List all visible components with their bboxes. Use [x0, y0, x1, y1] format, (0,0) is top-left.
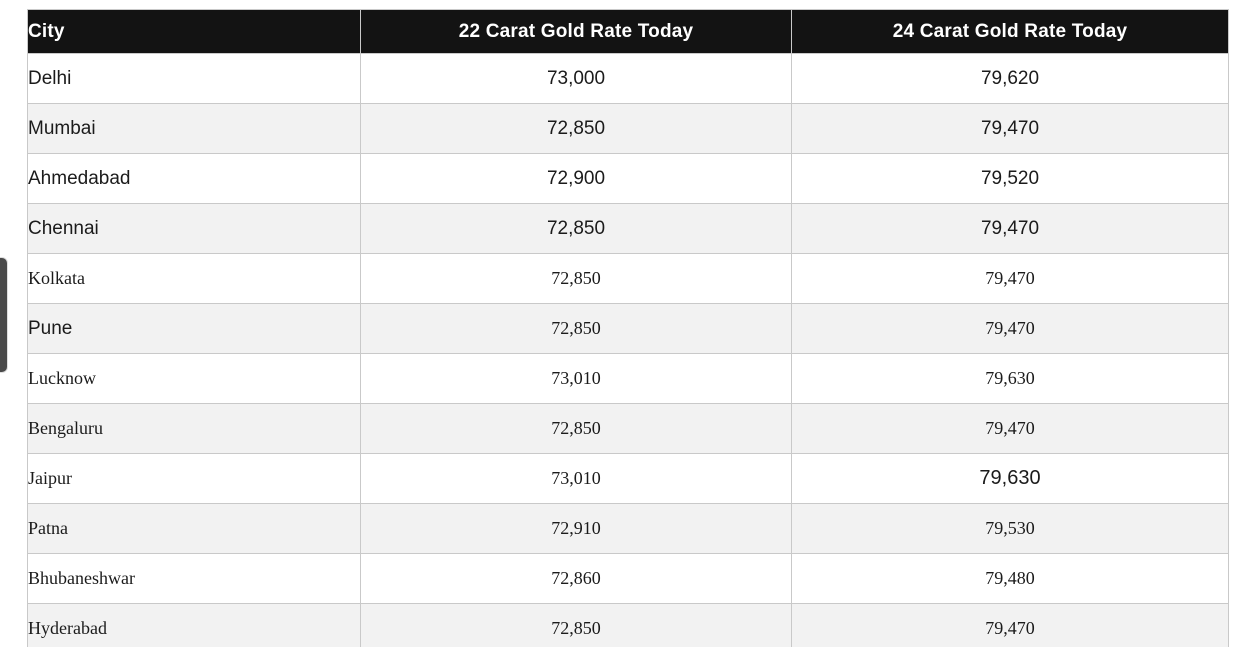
city-cell: Mumbai: [27, 103, 361, 154]
column-header-22-carat: 22 Carat Gold Rate Today: [360, 9, 792, 54]
city-cell: Pune: [27, 303, 361, 354]
city-cell: Bengaluru: [27, 403, 361, 454]
table-row: Pune 72,850 79,470: [27, 303, 1229, 354]
city-cell: Ahmedabad: [27, 153, 361, 204]
rate-22-cell: 73,010: [360, 353, 792, 404]
table-row: Hyderabad 72,850 79,470: [27, 603, 1229, 647]
column-header-24-carat: 24 Carat Gold Rate Today: [791, 9, 1229, 54]
city-cell: Lucknow: [27, 353, 361, 404]
rate-24-cell: 79,470: [791, 603, 1229, 647]
rate-24-cell: 79,470: [791, 403, 1229, 454]
rate-24-cell: 79,470: [791, 103, 1229, 154]
city-cell: Patna: [27, 503, 361, 554]
rate-24-cell: 79,530: [791, 503, 1229, 554]
city-cell: Kolkata: [27, 253, 361, 304]
rate-22-cell: 73,010: [360, 453, 792, 504]
city-cell: Hyderabad: [27, 603, 361, 647]
city-cell: Delhi: [27, 53, 361, 104]
rate-22-cell: 72,850: [360, 253, 792, 304]
rate-22-cell: 72,850: [360, 403, 792, 454]
gold-rate-table: City 22 Carat Gold Rate Today 24 Carat G…: [27, 9, 1229, 647]
table-row: Kolkata 72,850 79,470: [27, 253, 1229, 304]
table-row: Patna 72,910 79,530: [27, 503, 1229, 554]
table-row: Ahmedabad 72,900 79,520: [27, 153, 1229, 204]
rate-24-cell: 79,480: [791, 553, 1229, 604]
rate-24-cell: 79,630: [791, 453, 1229, 504]
rate-22-cell: 72,850: [360, 303, 792, 354]
rate-24-cell: 79,520: [791, 153, 1229, 204]
table-row: Delhi 73,000 79,620: [27, 53, 1229, 104]
rate-24-cell: 79,470: [791, 203, 1229, 254]
city-cell: Jaipur: [27, 453, 361, 504]
scrollbar-thumb[interactable]: [0, 258, 7, 372]
rate-22-cell: 72,910: [360, 503, 792, 554]
rate-22-cell: 72,900: [360, 153, 792, 204]
table-row: Bhubaneshwar 72,860 79,480: [27, 553, 1229, 604]
table-row: Jaipur 73,010 79,630: [27, 453, 1229, 504]
table-row: Lucknow 73,010 79,630: [27, 353, 1229, 404]
table-row: Chennai 72,850 79,470: [27, 203, 1229, 254]
city-cell: Bhubaneshwar: [27, 553, 361, 604]
rate-22-cell: 72,850: [360, 103, 792, 154]
rate-22-cell: 72,850: [360, 603, 792, 647]
table-row: Bengaluru 72,850 79,470: [27, 403, 1229, 454]
table-row: Mumbai 72,850 79,470: [27, 103, 1229, 154]
column-header-city: City: [27, 9, 361, 54]
rate-24-cell: 79,470: [791, 303, 1229, 354]
rate-24-cell: 79,620: [791, 53, 1229, 104]
rate-24-cell: 79,470: [791, 253, 1229, 304]
rate-24-cell: 79,630: [791, 353, 1229, 404]
city-cell: Chennai: [27, 203, 361, 254]
header-row: City 22 Carat Gold Rate Today 24 Carat G…: [27, 9, 1229, 54]
rate-22-cell: 72,860: [360, 553, 792, 604]
gold-rate-table-container: City 22 Carat Gold Rate Today 24 Carat G…: [27, 9, 1229, 647]
rate-22-cell: 73,000: [360, 53, 792, 104]
rate-22-cell: 72,850: [360, 203, 792, 254]
